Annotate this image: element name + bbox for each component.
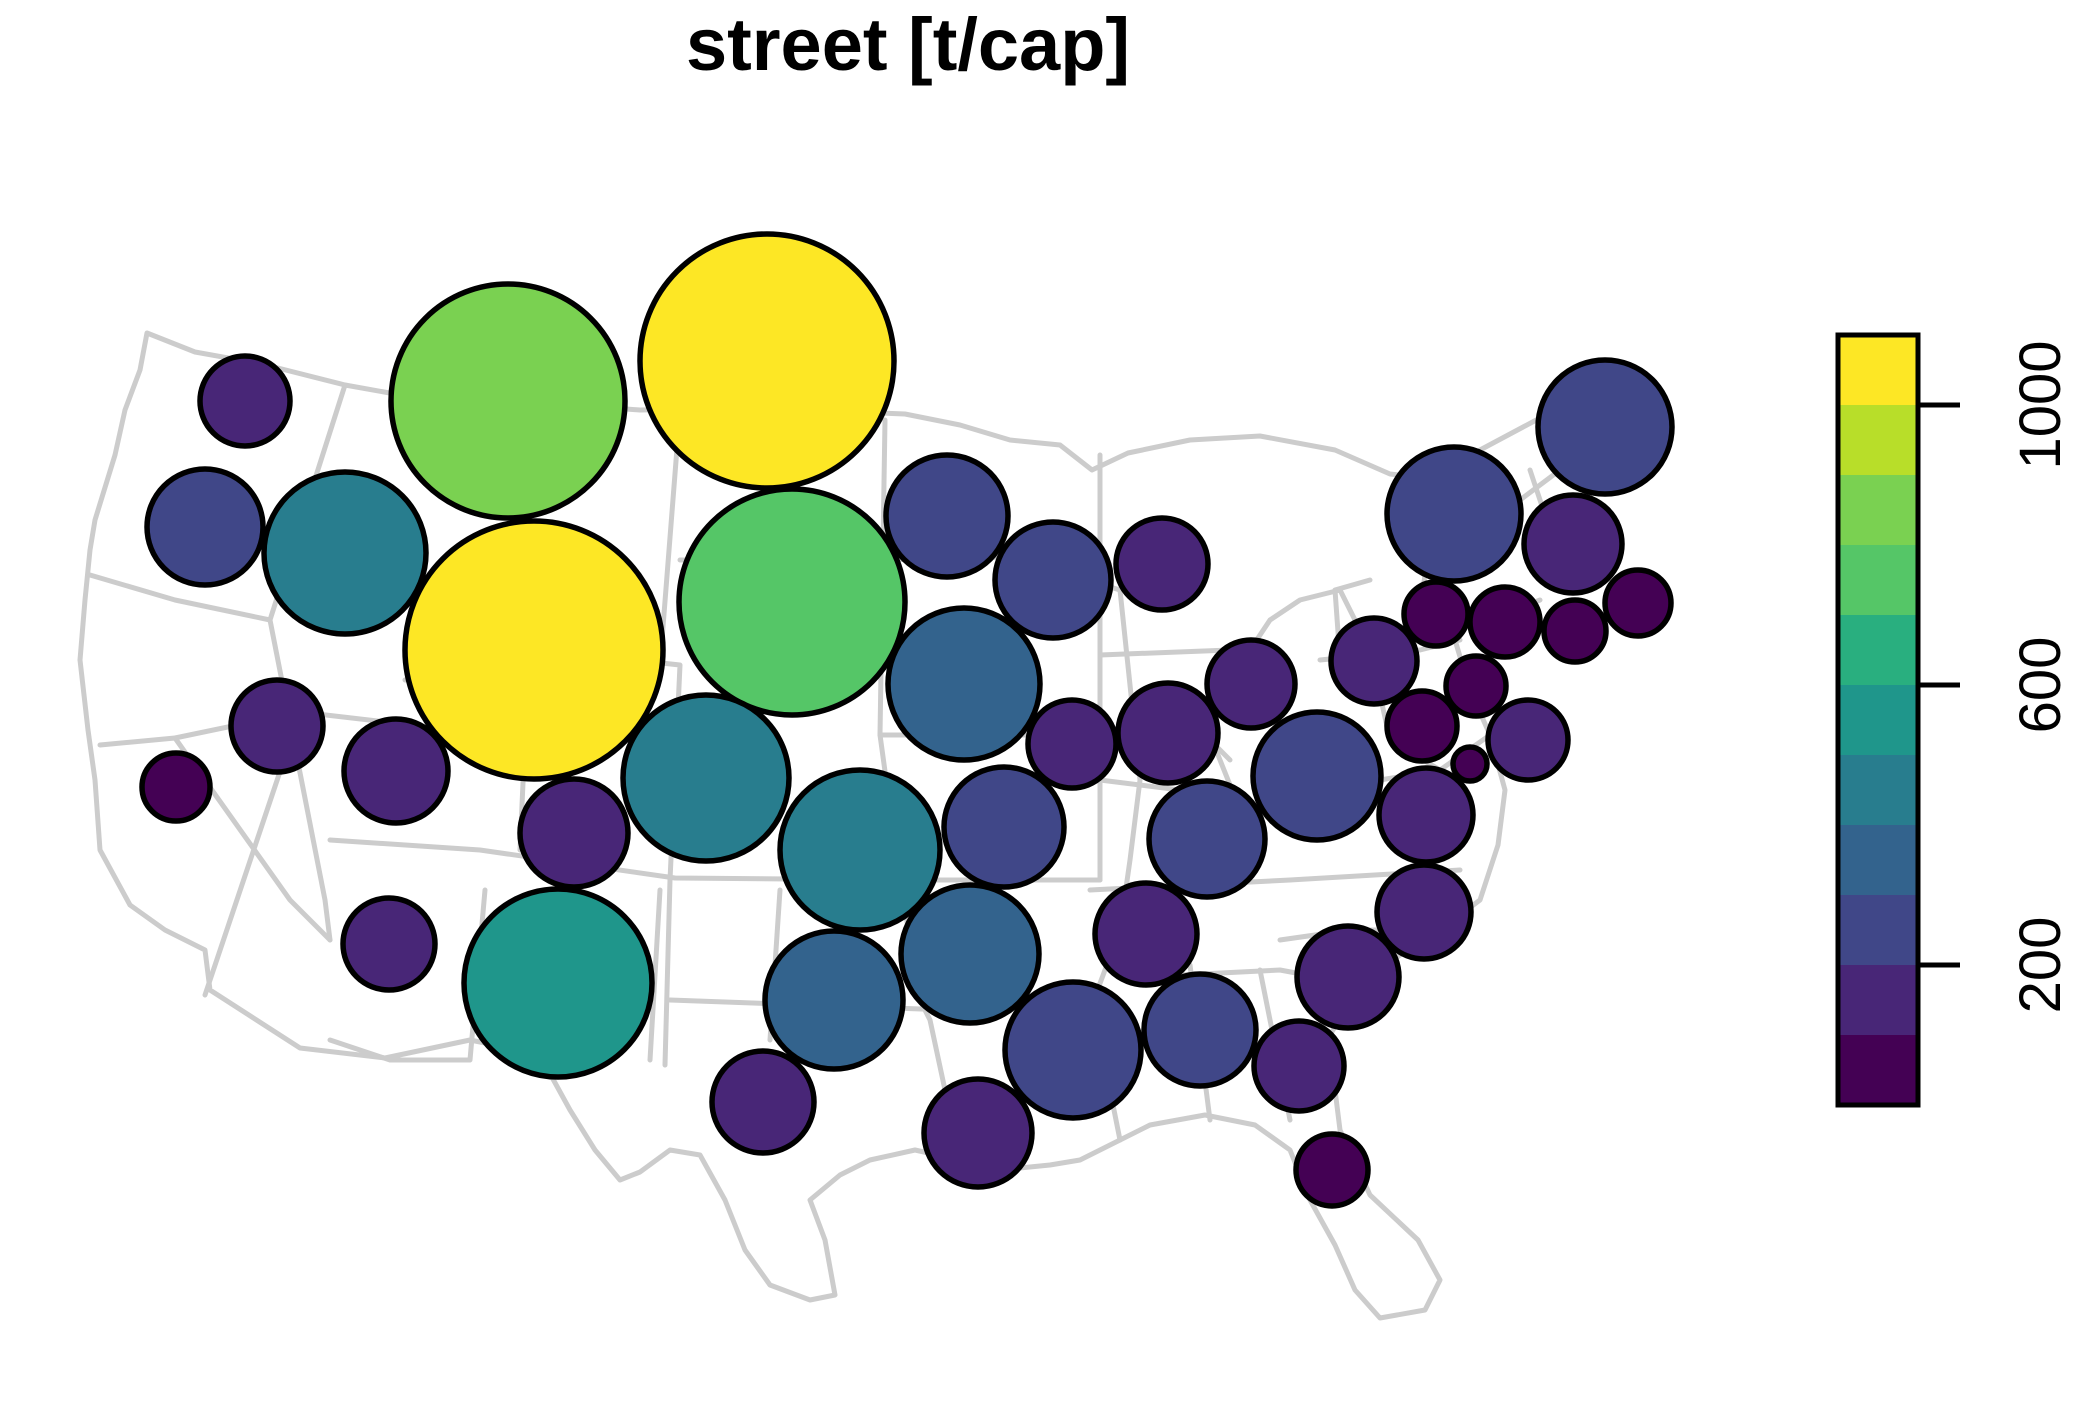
state-line (1247, 587, 1343, 653)
state-bubble (1521, 492, 1625, 596)
state-bubble (1541, 597, 1609, 665)
state-bubble (1204, 637, 1298, 731)
map-title: street [t/cap] (686, 3, 1130, 86)
legend-bin (1838, 615, 1918, 685)
state-bubble (1092, 880, 1200, 988)
legend-bin (1838, 685, 1918, 755)
legend-bin (1838, 545, 1918, 615)
state-bubble (1485, 697, 1571, 783)
state-bubble (1401, 579, 1471, 649)
bubble-layer (139, 231, 1675, 1209)
legend-bin (1838, 755, 1918, 825)
legend-color-bins (1838, 335, 1918, 1105)
legend-bin (1838, 405, 1918, 475)
legend-bin (1838, 335, 1918, 405)
state-bubble (777, 767, 943, 933)
legend-tick-label: 600 (2008, 637, 2073, 734)
state-bubble (228, 677, 326, 775)
state-bubble (1115, 680, 1221, 786)
state-bubble (883, 452, 1011, 580)
legend-tick-label: 200 (2008, 917, 2073, 1014)
state-bubble (144, 466, 266, 588)
state-bubble (709, 1048, 817, 1156)
state-bubble (762, 928, 906, 1072)
state-bubble (340, 895, 438, 993)
us-outline (77, 330, 1643, 1321)
state-bubble (1328, 615, 1420, 707)
state-bubble (1602, 567, 1674, 639)
state-bubble (1443, 653, 1509, 719)
state-bubble (1467, 584, 1543, 660)
state-bubble (637, 231, 897, 491)
state-bubble (197, 353, 293, 449)
state-bubble (898, 882, 1042, 1026)
state-bubble (1002, 979, 1144, 1121)
state-bubble (1384, 688, 1460, 764)
state-bubble (921, 1076, 1035, 1190)
state-bubble (341, 716, 451, 826)
legend-ticks: 200 600 1000 (1918, 340, 2073, 1013)
state-bubble (388, 281, 628, 521)
legend-bin (1838, 1035, 1918, 1105)
state-bubble (1293, 1131, 1371, 1209)
legend-frame (1835, 332, 1921, 1108)
state-bubble (402, 518, 666, 782)
state-bubble (885, 605, 1043, 763)
legend-bin (1838, 475, 1918, 545)
state-bubble (1294, 923, 1402, 1031)
state-line (267, 382, 348, 943)
state-bubble (461, 886, 655, 1080)
state-bubble (517, 776, 631, 890)
state-bubble (139, 750, 213, 824)
state-bubble (1535, 357, 1675, 497)
legend-tick-label: 1000 (2008, 340, 2073, 469)
state-bubble (261, 469, 429, 637)
state-bubble (1374, 862, 1474, 962)
legend: 200 600 1000 (1835, 332, 2073, 1108)
state-bubble (941, 764, 1067, 890)
state-bubble (1141, 971, 1259, 1089)
state-bubble (620, 692, 792, 864)
legend-bin (1838, 895, 1918, 965)
state-line (327, 837, 1103, 883)
legend-bin (1838, 825, 1918, 895)
state-bubble (676, 486, 908, 718)
legend-bin (1838, 965, 1918, 1035)
state-bubble (1113, 515, 1211, 613)
state-bubble (992, 519, 1114, 641)
state-bubble (1025, 697, 1119, 791)
state-bubble (1450, 744, 1490, 784)
state-bubble (1376, 765, 1476, 865)
state-bubble (1384, 444, 1524, 584)
state-line (87, 572, 273, 623)
state-bubble (1251, 1018, 1347, 1114)
state-bubble (1250, 709, 1384, 843)
state-bubble (1146, 778, 1268, 900)
